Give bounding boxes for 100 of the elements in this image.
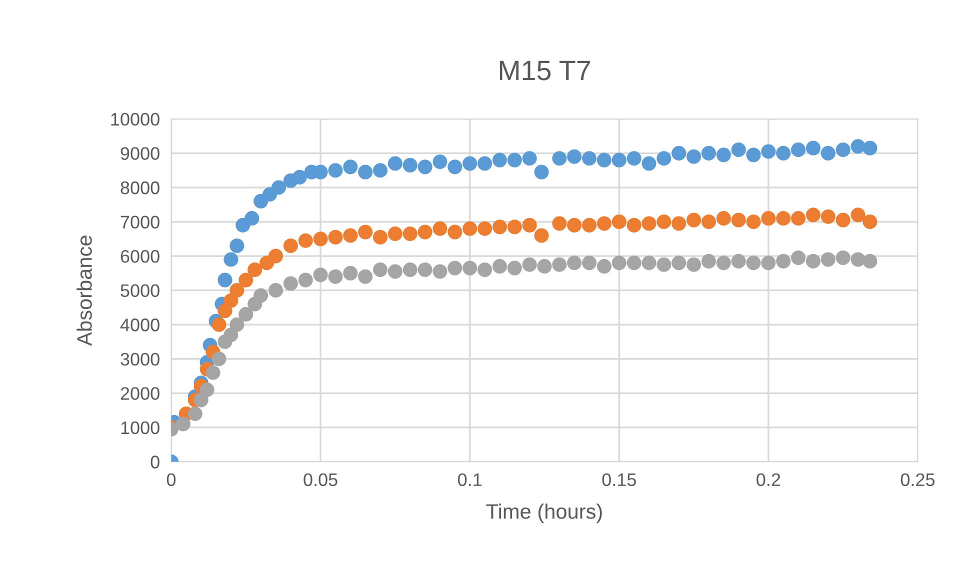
x-tick-label: 0.05	[304, 473, 338, 486]
point	[701, 214, 716, 230]
point	[656, 151, 672, 166]
point	[432, 221, 448, 236]
point	[238, 272, 254, 288]
point	[820, 209, 836, 224]
point	[642, 256, 656, 270]
point	[806, 208, 821, 222]
point	[552, 216, 567, 231]
point	[477, 156, 492, 171]
y-tick-label: 6000	[120, 250, 160, 263]
point	[642, 156, 656, 171]
point	[642, 216, 656, 231]
point	[686, 212, 702, 228]
point	[522, 218, 537, 232]
point	[206, 365, 220, 380]
point	[343, 266, 358, 280]
point	[761, 211, 776, 226]
point	[612, 214, 626, 230]
point	[806, 140, 821, 156]
point	[448, 260, 462, 276]
point	[626, 151, 642, 166]
point	[477, 262, 492, 278]
point	[492, 220, 507, 234]
y-axis-title: Absorbance	[76, 236, 92, 346]
point	[388, 226, 402, 242]
point	[358, 164, 373, 180]
point	[358, 224, 373, 240]
point	[212, 352, 226, 366]
point	[462, 221, 478, 236]
point	[656, 257, 672, 272]
point	[298, 233, 313, 248]
point	[850, 252, 866, 267]
point	[522, 257, 537, 272]
point	[746, 214, 761, 230]
point	[313, 268, 328, 282]
chart-title: M15 T7	[500, 60, 590, 80]
point	[656, 214, 672, 230]
x-tick-label: 0.1	[458, 473, 482, 486]
point	[388, 264, 402, 279]
point	[672, 216, 686, 231]
point	[328, 230, 343, 244]
point	[292, 170, 307, 184]
point	[230, 238, 244, 254]
x-tick-label: 0	[166, 473, 176, 486]
point	[283, 238, 298, 254]
point	[672, 146, 686, 160]
point	[507, 152, 522, 168]
point	[176, 416, 190, 432]
point	[432, 264, 448, 279]
point	[626, 218, 642, 232]
point	[230, 283, 244, 298]
point	[731, 254, 746, 268]
y-tick-label: 3000	[120, 352, 160, 366]
point	[230, 317, 244, 332]
point	[716, 148, 731, 162]
point	[537, 259, 552, 274]
point	[791, 142, 806, 158]
y-tick-label: 5000	[120, 284, 160, 298]
y-tick-label: 9000	[120, 147, 160, 160]
point	[596, 152, 612, 168]
point	[507, 260, 522, 276]
point	[418, 160, 432, 174]
point	[567, 149, 582, 164]
point	[534, 164, 549, 180]
point	[254, 288, 268, 303]
point	[402, 262, 418, 278]
point	[372, 163, 388, 178]
point	[612, 256, 626, 270]
point	[850, 208, 866, 222]
point	[701, 254, 716, 268]
point	[418, 262, 432, 278]
point	[791, 250, 806, 266]
point	[862, 254, 878, 268]
point	[731, 212, 746, 228]
point	[672, 256, 686, 270]
point	[626, 256, 642, 270]
point	[218, 272, 232, 288]
point	[328, 163, 343, 178]
point	[200, 382, 214, 398]
point	[776, 211, 791, 226]
point	[820, 252, 836, 267]
point	[492, 259, 507, 274]
x-axis-title: Time (hours)	[486, 504, 602, 523]
point	[776, 146, 791, 160]
point	[686, 257, 702, 272]
point	[731, 142, 746, 158]
point	[596, 259, 612, 274]
point	[492, 152, 507, 168]
point	[686, 149, 702, 164]
point	[283, 276, 298, 291]
point	[328, 269, 343, 284]
y-tick-label: 2000	[120, 387, 160, 400]
point	[507, 220, 522, 234]
point	[244, 211, 260, 226]
point	[716, 211, 731, 226]
point	[432, 154, 448, 170]
point	[224, 252, 238, 267]
point	[552, 151, 567, 166]
point	[836, 250, 850, 266]
